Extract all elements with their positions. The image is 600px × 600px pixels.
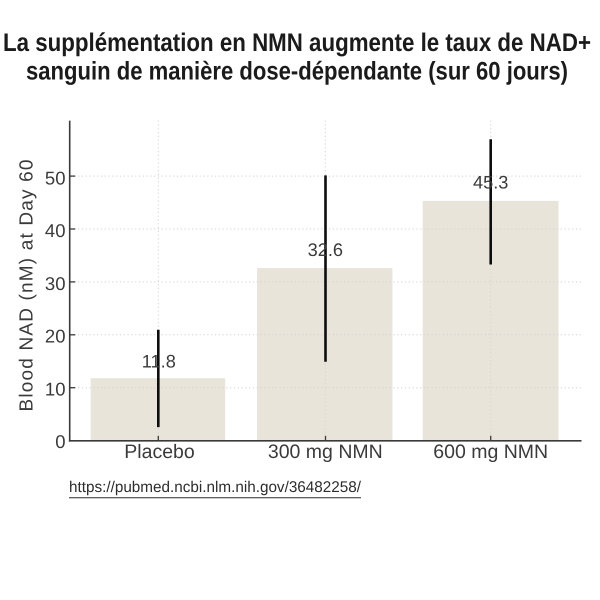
- svg-text:0: 0: [55, 431, 65, 452]
- svg-text:https://pubmed.ncbi.nlm.nih.go: https://pubmed.ncbi.nlm.nih.gov/36482258…: [69, 479, 362, 496]
- svg-text:Blood NAD (nM) at Day 60: Blood NAD (nM) at Day 60: [17, 160, 38, 412]
- svg-text:30: 30: [45, 273, 66, 294]
- svg-text:40: 40: [45, 220, 66, 241]
- svg-text:10: 10: [45, 378, 66, 399]
- svg-text:50: 50: [45, 167, 66, 188]
- svg-text:600 mg NMN: 600 mg NMN: [433, 441, 548, 463]
- svg-text:La supplémentation en NMN augm: La supplémentation en NMN augmente le ta…: [3, 29, 591, 57]
- svg-text:11.8: 11.8: [142, 351, 176, 371]
- svg-text:45.3: 45.3: [473, 173, 508, 193]
- svg-text:32.6: 32.6: [308, 240, 343, 260]
- svg-text:sanguin de manière dose-dépend: sanguin de manière dose-dépendante (sur …: [26, 57, 568, 85]
- svg-text:300 mg NMN: 300 mg NMN: [268, 441, 383, 463]
- svg-text:Placebo: Placebo: [124, 441, 195, 463]
- svg-text:20: 20: [45, 326, 66, 347]
